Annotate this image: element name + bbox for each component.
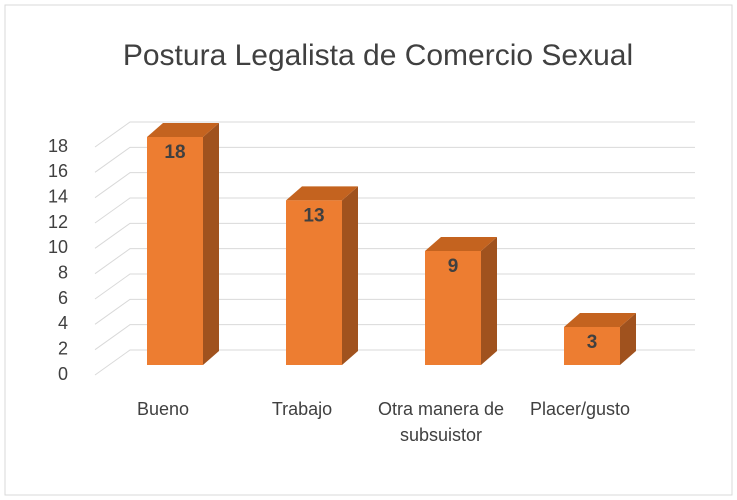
bar — [425, 237, 497, 365]
bar-side — [342, 186, 358, 365]
grid-line — [94, 172, 695, 199]
bar-front — [147, 137, 203, 365]
grid-line — [94, 298, 695, 325]
grid-line — [94, 273, 695, 300]
bar — [147, 123, 219, 365]
y-tick-label: 0 — [58, 364, 68, 384]
x-tick-label: Trabajo — [271, 399, 333, 419]
data-label: 13 — [303, 205, 324, 226]
y-tick-label: 8 — [58, 262, 68, 282]
bar-side — [203, 123, 219, 365]
grid-line — [94, 349, 695, 376]
bar-top — [564, 313, 636, 327]
grid-line — [94, 222, 695, 249]
chart-title: Postura Legalista de Comercio Sexual — [123, 39, 633, 72]
y-tick-label: 4 — [58, 313, 68, 333]
data-label: 3 — [587, 332, 598, 353]
bar-top — [147, 123, 219, 137]
grid-line — [94, 197, 695, 224]
data-label: 18 — [164, 142, 185, 163]
x-tick-label: Placer/gusto — [529, 399, 631, 419]
y-tick-label: 18 — [48, 136, 68, 156]
grid-line — [94, 248, 695, 275]
x-tick-label: Bueno — [136, 399, 190, 419]
bar-side — [620, 313, 636, 365]
bar — [564, 313, 636, 365]
grid-line — [94, 324, 695, 351]
grid-line — [94, 121, 695, 148]
bar — [286, 186, 358, 365]
grid-line — [94, 146, 695, 173]
x-tick-label: Otra manera de subsuistor — [377, 399, 505, 445]
y-tick-label: 16 — [48, 161, 68, 181]
bar-front — [286, 200, 342, 365]
data-label: 9 — [448, 256, 459, 277]
y-tick-label: 2 — [58, 338, 68, 358]
bar-top — [425, 237, 497, 251]
bar-front — [425, 251, 481, 365]
y-tick-label: 6 — [58, 288, 68, 308]
chart-border — [4, 4, 733, 496]
bar-front — [564, 327, 620, 365]
y-tick-label: 14 — [48, 186, 68, 206]
bar-top — [286, 186, 358, 201]
y-tick-label: 10 — [48, 237, 68, 257]
y-tick-label: 12 — [48, 212, 68, 232]
bar-side — [481, 237, 497, 365]
